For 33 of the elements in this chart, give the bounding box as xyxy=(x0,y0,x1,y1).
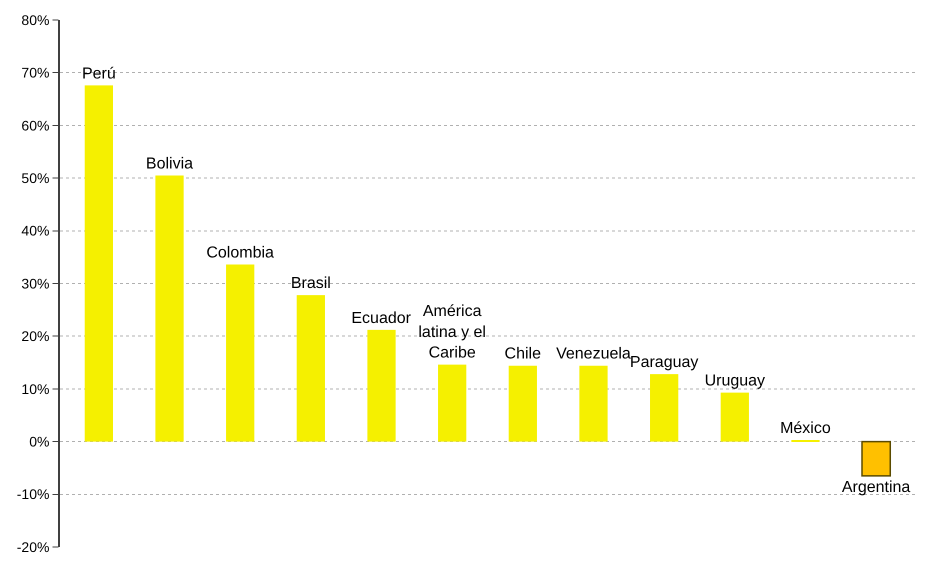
x-tick-label: Uruguay xyxy=(704,372,766,390)
bar xyxy=(438,364,466,442)
bar xyxy=(84,85,113,442)
bar xyxy=(508,366,537,442)
x-tick-label: Venezuela xyxy=(556,346,631,363)
bar xyxy=(650,374,678,442)
bar xyxy=(367,330,396,442)
x-tick-label: Chile xyxy=(504,346,542,363)
y-tick-label: 50% xyxy=(21,170,50,186)
x-tick-label: Argentina xyxy=(842,478,910,496)
y-tick-label: 70% xyxy=(21,64,50,81)
x-tick-label: Ecuador xyxy=(351,310,412,327)
y-tick-label: 0% xyxy=(29,434,50,450)
bar xyxy=(226,264,254,442)
y-tick-label: 40% xyxy=(21,222,50,239)
bar xyxy=(720,392,749,442)
y-tick-label: 10% xyxy=(21,380,50,397)
x-tick-label: Bolivia xyxy=(146,155,194,172)
y-tick-label: -20% xyxy=(16,538,50,555)
y-tick-label: 60% xyxy=(21,117,50,134)
y-tick-label: 30% xyxy=(21,275,50,292)
x-tick-label: México xyxy=(780,420,831,437)
x-tick-label: Brasil xyxy=(290,275,331,292)
x-tick-label: América latina y el Caribe xyxy=(418,303,486,362)
x-tick-label: Perú xyxy=(82,65,116,82)
y-tick-label: 20% xyxy=(21,328,50,344)
bar xyxy=(579,366,608,442)
bar xyxy=(296,295,325,442)
y-tick-label: 80% xyxy=(21,12,50,28)
y-tick-label: -10% xyxy=(16,486,50,502)
x-tick-label: Paraguay xyxy=(630,354,698,372)
x-tick-label: Colombia xyxy=(206,244,274,262)
bar xyxy=(155,175,184,442)
